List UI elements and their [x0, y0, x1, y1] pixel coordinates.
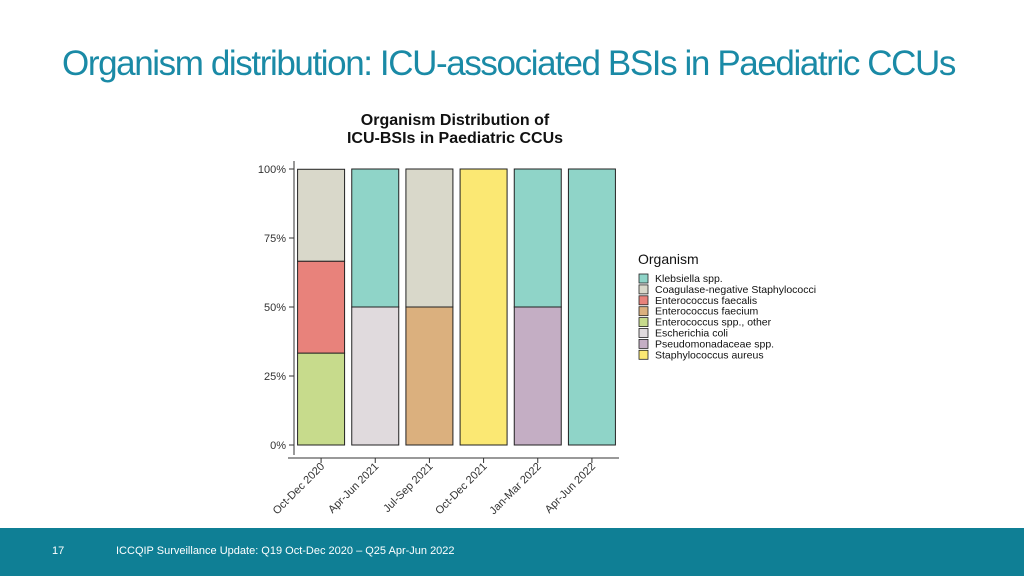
- legend-label: Pseudomonadaceae spp.: [655, 338, 774, 350]
- bar-segment: [297, 260, 346, 354]
- x-tick-label: Apr-Jun 2021: [326, 461, 381, 516]
- footer-text: ICCQIP Surveillance Update: Q19 Oct-Dec …: [116, 545, 455, 557]
- legend-label: Coagulase-negative Staphylococci: [655, 284, 816, 296]
- legend-swatch: [638, 295, 649, 306]
- chart-title-line1: Organism Distribution of: [361, 112, 550, 129]
- y-tick-label: 50%: [264, 302, 286, 314]
- bar-segment: [405, 168, 454, 308]
- legend-title: Organism: [638, 251, 699, 267]
- y-tick-label: 75%: [264, 233, 286, 245]
- bar-segment: [513, 168, 562, 308]
- legend: Organism Klebsiella spp.Coagulase-negati…: [638, 251, 816, 361]
- legend-label: Enterococcus faecalis: [655, 295, 757, 307]
- x-tick-label: Apr-Jun 2022: [543, 461, 598, 516]
- legend-swatch: [638, 338, 649, 349]
- bar-segment: [459, 168, 508, 446]
- bar-segment: [567, 168, 616, 446]
- legend-label: Staphylococcus aureus: [655, 349, 764, 361]
- legend-swatch: [638, 328, 649, 338]
- legend-swatch: [638, 306, 649, 317]
- bars-group: [297, 168, 616, 446]
- page-number: 17: [52, 545, 65, 557]
- bar-segment: [297, 352, 346, 446]
- stacked-bar-chart: Organism Distribution of ICU-BSIs in Pae…: [258, 112, 816, 517]
- bar-segment: [513, 306, 562, 446]
- legend-label: Escherichia coli: [655, 328, 728, 340]
- x-tick-label: Oct-Dec 2020: [271, 461, 327, 517]
- x-tick-label: Jan-Mar 2022: [487, 461, 543, 517]
- legend-swatch: [638, 273, 649, 284]
- bar-segment: [297, 168, 346, 262]
- bar-segment: [351, 306, 400, 446]
- chart-title-line2: ICU-BSIs in Paediatric CCUs: [347, 130, 563, 147]
- legend-label: Enterococcus faecium: [655, 306, 759, 318]
- legend-swatch: [638, 284, 649, 295]
- x-tick-label: Jul-Sep 2021: [381, 461, 435, 515]
- bar-segment: [351, 168, 400, 308]
- slide-title: Organism distribution: ICU-associated BS…: [62, 44, 956, 83]
- legend-swatch: [638, 317, 649, 328]
- bar-segment: [405, 306, 454, 446]
- legend-label: Enterococcus spp., other: [655, 317, 772, 329]
- legend-swatch: [638, 349, 649, 360]
- y-tick-label: 0%: [270, 440, 286, 452]
- y-axis: 0% 25% 50% 75% 100%: [258, 161, 295, 455]
- legend-label: Klebsiella spp.: [655, 273, 723, 285]
- x-tick-label: Oct-Dec 2021: [433, 461, 489, 517]
- footer-bar: 17 ICCQIP Surveillance Update: Q19 Oct-D…: [0, 528, 1024, 576]
- y-tick-label: 25%: [264, 371, 286, 383]
- y-tick-label: 100%: [258, 164, 286, 176]
